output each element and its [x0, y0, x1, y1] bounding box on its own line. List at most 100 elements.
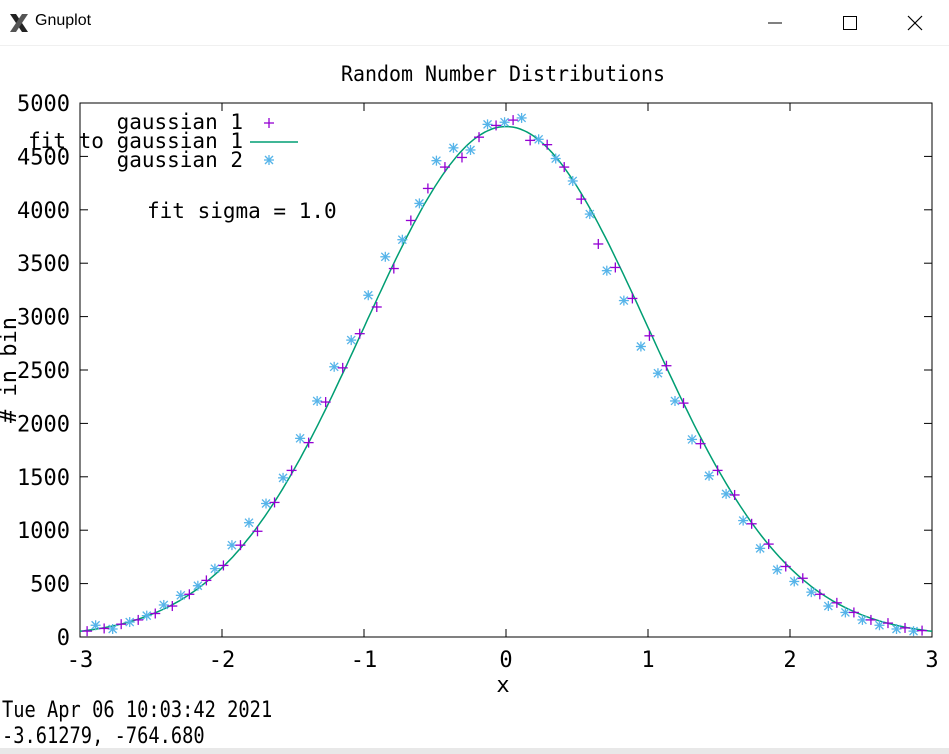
gaussian-2-point: [363, 290, 374, 301]
gaussian-1-point: [917, 625, 928, 636]
gaussian-1-point: [644, 330, 655, 341]
gaussian-1-point: [882, 618, 893, 629]
gaussian-1-point: [780, 561, 791, 572]
minimize-icon: [768, 22, 782, 24]
gaussian-1-point: [269, 497, 280, 508]
gaussian-2-point: [533, 134, 544, 145]
gaussian-2-point: [772, 564, 783, 575]
minimize-button[interactable]: [740, 0, 810, 45]
gaussian-2-point: [738, 515, 749, 526]
gaussian-2-point: [908, 626, 919, 637]
gaussian-2-point: [652, 368, 663, 379]
gaussian-1-point: [337, 362, 348, 373]
window-title: Gnuplot: [35, 12, 92, 29]
gaussian-1-point: [371, 301, 382, 312]
y-tick-label: 5000: [17, 92, 70, 117]
gaussian-2-point: [516, 112, 527, 123]
gaussian-1-point: [354, 328, 365, 339]
gaussian-1-point: [422, 183, 433, 194]
gaussian-1-point: [729, 489, 740, 500]
gaussian-2-point: [209, 563, 220, 574]
legend-sample-gaussian-1: [264, 118, 274, 128]
gaussian-1-point: [865, 614, 876, 625]
gaussian-2-point: [584, 209, 595, 220]
gaussian-2-point: [499, 117, 510, 128]
y-tick-label: 4000: [17, 199, 70, 224]
gaussian-2-point: [806, 587, 817, 598]
gaussian-2-point: [192, 580, 203, 591]
gaussian-2-point: [175, 590, 186, 601]
gaussian-1-point: [678, 398, 689, 409]
gaussian-2-point: [755, 543, 766, 554]
gaussian-1-point: [218, 560, 229, 571]
gaussian-1-point: [848, 607, 859, 618]
gaussian-1-point: [900, 622, 911, 633]
plot-area[interactable]: Random Number Distributions -3 -2 -1 0 1 2 3 0 5…: [0, 45, 949, 754]
y-tick-label: 500: [30, 573, 70, 598]
plot-border: [79, 102, 933, 638]
gaussian-2-point: [482, 119, 493, 130]
gaussian-2-point: [278, 472, 289, 483]
legend: gaussian 1 fit to gaussian 1 gaussian 2: [28, 110, 298, 172]
gaussian-1-point: [559, 162, 570, 173]
gaussian-1-point: [610, 262, 621, 273]
y-tick-label: 2000: [17, 412, 70, 437]
gaussian-2-point: [823, 601, 834, 612]
close-button[interactable]: [880, 0, 949, 45]
gaussian-2-point: [687, 434, 698, 445]
legend-label-gaussian-2: gaussian 2: [117, 148, 243, 172]
gaussian-2-point: [261, 498, 272, 509]
gaussian-2-point: [90, 620, 101, 631]
gaussian-1-point: [405, 215, 416, 226]
maximize-button[interactable]: [815, 0, 885, 45]
mouse-coordinates-readout: -3.61279, -764.680: [2, 724, 205, 749]
x-tick-label: 3: [925, 648, 938, 673]
chart-title: Random Number Distributions: [341, 62, 665, 86]
axis-ticks: -3 -2 -1 0 1 2 3 0 500 1000 1500 2000 2500 3000 3500 40…: [17, 92, 939, 673]
gaussian-2-point: [550, 153, 561, 164]
gaussian-2-point: [158, 599, 169, 610]
y-tick-label: 4500: [17, 145, 70, 170]
gaussian-1-point: [303, 437, 314, 448]
gaussian-2-point: [295, 433, 306, 444]
gaussian-2-point: [669, 395, 680, 406]
gaussian-2-point: [721, 488, 732, 499]
close-icon: [907, 15, 923, 31]
gaussian-2-point: [397, 234, 408, 245]
gaussian-2-point: [567, 175, 578, 186]
gaussian-1-point: [695, 438, 706, 449]
gaussian-1-point: [525, 135, 536, 146]
gaussian-1-point: [252, 526, 263, 537]
gaussian-1-point: [439, 162, 450, 173]
gaussian-1-point: [150, 608, 161, 619]
gaussian-2-point: [329, 361, 340, 372]
maximize-icon: [843, 16, 857, 30]
timestamp-label: Tue Apr 06 10:03:42 2021: [2, 698, 273, 723]
gaussian-2-point: [243, 517, 254, 528]
gaussian-1-point: [184, 589, 195, 600]
gaussian-2-point: [857, 614, 868, 625]
y-tick-label: 3500: [17, 252, 70, 277]
y-tick-label: 3000: [17, 306, 70, 331]
gaussian-2-point: [789, 576, 800, 587]
x-tick-label: 1: [641, 648, 654, 673]
gaussian-2-point: [107, 623, 118, 634]
gaussian-2-point: [891, 623, 902, 634]
gaussian-1-point: [201, 575, 212, 586]
gaussian-1-point: [133, 614, 144, 625]
x-axis-label: x: [496, 673, 509, 697]
gaussian-1-point: [235, 540, 246, 551]
gaussian-1-point: [320, 397, 331, 408]
y-tick-label: 1500: [17, 466, 70, 491]
gaussian-2-point: [431, 155, 442, 166]
gnuplot-x-icon: [10, 14, 28, 32]
gaussian-1-point: [797, 573, 808, 584]
gaussian-2-point: [704, 470, 715, 481]
gaussian-1-point: [712, 465, 723, 476]
gaussian-1-point: [593, 238, 604, 249]
x-tick-label: 2: [783, 648, 796, 673]
gaussian-1-point: [491, 120, 502, 131]
y-tick-label: 1000: [17, 519, 70, 544]
gaussian-1-point: [474, 132, 485, 143]
y-tick-label: 2500: [17, 359, 70, 384]
